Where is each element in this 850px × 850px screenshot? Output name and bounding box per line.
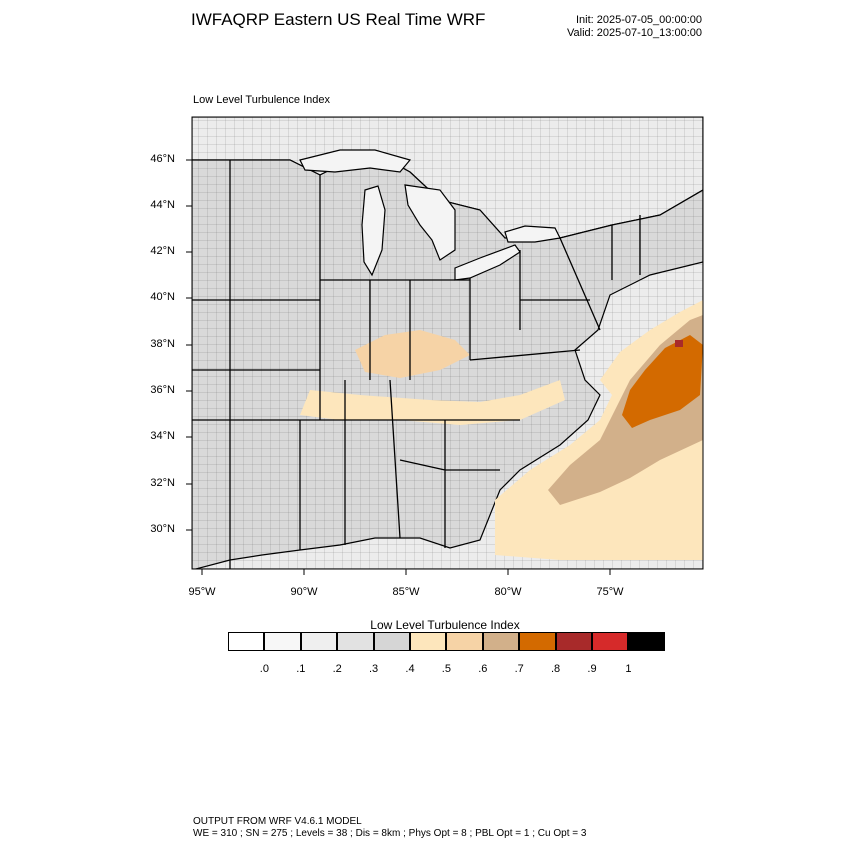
lon-label-95: 95°W [188, 586, 216, 598]
colorbar-title: Low Level Turbulence Index [370, 618, 520, 632]
lat-label-36: 36°N [150, 384, 175, 396]
lat-label-40: 40°N [150, 291, 175, 303]
colorbar-cell [228, 632, 265, 651]
colorbar-label: .3 [369, 663, 379, 675]
lat-label-42: 42°N [150, 245, 175, 257]
turbulence-peak-ocean [622, 335, 703, 428]
colorbar-label: .9 [587, 663, 597, 675]
lon-label-90: 90°W [290, 586, 318, 598]
lat-label-30: 30°N [150, 523, 175, 535]
colorbar-label: .2 [332, 663, 342, 675]
footer-model: OUTPUT FROM WRF V4.6.1 MODEL [193, 816, 362, 827]
colorbar-cell [555, 632, 592, 651]
lake-michigan [361, 185, 386, 277]
lat-label-32: 32°N [150, 477, 175, 489]
turbulence-mid-kentucky [355, 330, 470, 378]
lat-label-34: 34°N [150, 430, 175, 442]
colorbar-cell [446, 632, 483, 651]
colorbar-label: .5 [441, 663, 451, 675]
colorbar-cell [519, 632, 556, 651]
colorbar-label: .4 [405, 663, 415, 675]
lon-label-80: 80°W [494, 586, 522, 598]
footer-config: WE = 310 ; SN = 275 ; Levels = 38 ; Dis … [193, 828, 587, 839]
lake-huron [404, 184, 456, 261]
lat-label-44: 44°N [150, 199, 175, 211]
turbulence-low-band [300, 380, 565, 425]
colorbar-cell [337, 632, 374, 651]
colorbar-label: 1 [625, 663, 632, 675]
colorbar [228, 632, 665, 651]
page-title: IWFAQRP Eastern US Real Time WRF [191, 10, 486, 29]
lon-label-75: 75°W [596, 586, 624, 598]
valid-time: Valid: 2025-07-10_13:00:00 [567, 27, 702, 39]
turbulence-max-ocean [675, 340, 683, 347]
lat-label-46: 46°N [150, 153, 175, 165]
colorbar-label: .6 [478, 663, 488, 675]
map-label: Low Level Turbulence Index [193, 94, 330, 106]
colorbar-cell [591, 632, 629, 651]
colorbar-label: .0 [259, 663, 269, 675]
state-boundaries [192, 160, 641, 569]
colorbar-cell [482, 632, 520, 651]
colorbar-cell [628, 632, 665, 651]
axis-ticks [186, 159, 611, 575]
map-frame [191, 116, 704, 570]
lon-label-85: 85°W [392, 586, 420, 598]
colorbar-cell [373, 632, 410, 651]
colorbar-label: .8 [551, 663, 561, 675]
lake-superior [299, 149, 412, 173]
init-time: Init: 2025-07-05_00:00:00 [576, 14, 702, 26]
lat-label-38: 38°N [150, 338, 175, 350]
colorbar-label: .7 [514, 663, 524, 675]
colorbar-cell [300, 632, 338, 651]
colorbar-cell [264, 632, 301, 651]
colorbar-label: .1 [296, 663, 306, 675]
colorbar-cell [409, 632, 447, 651]
